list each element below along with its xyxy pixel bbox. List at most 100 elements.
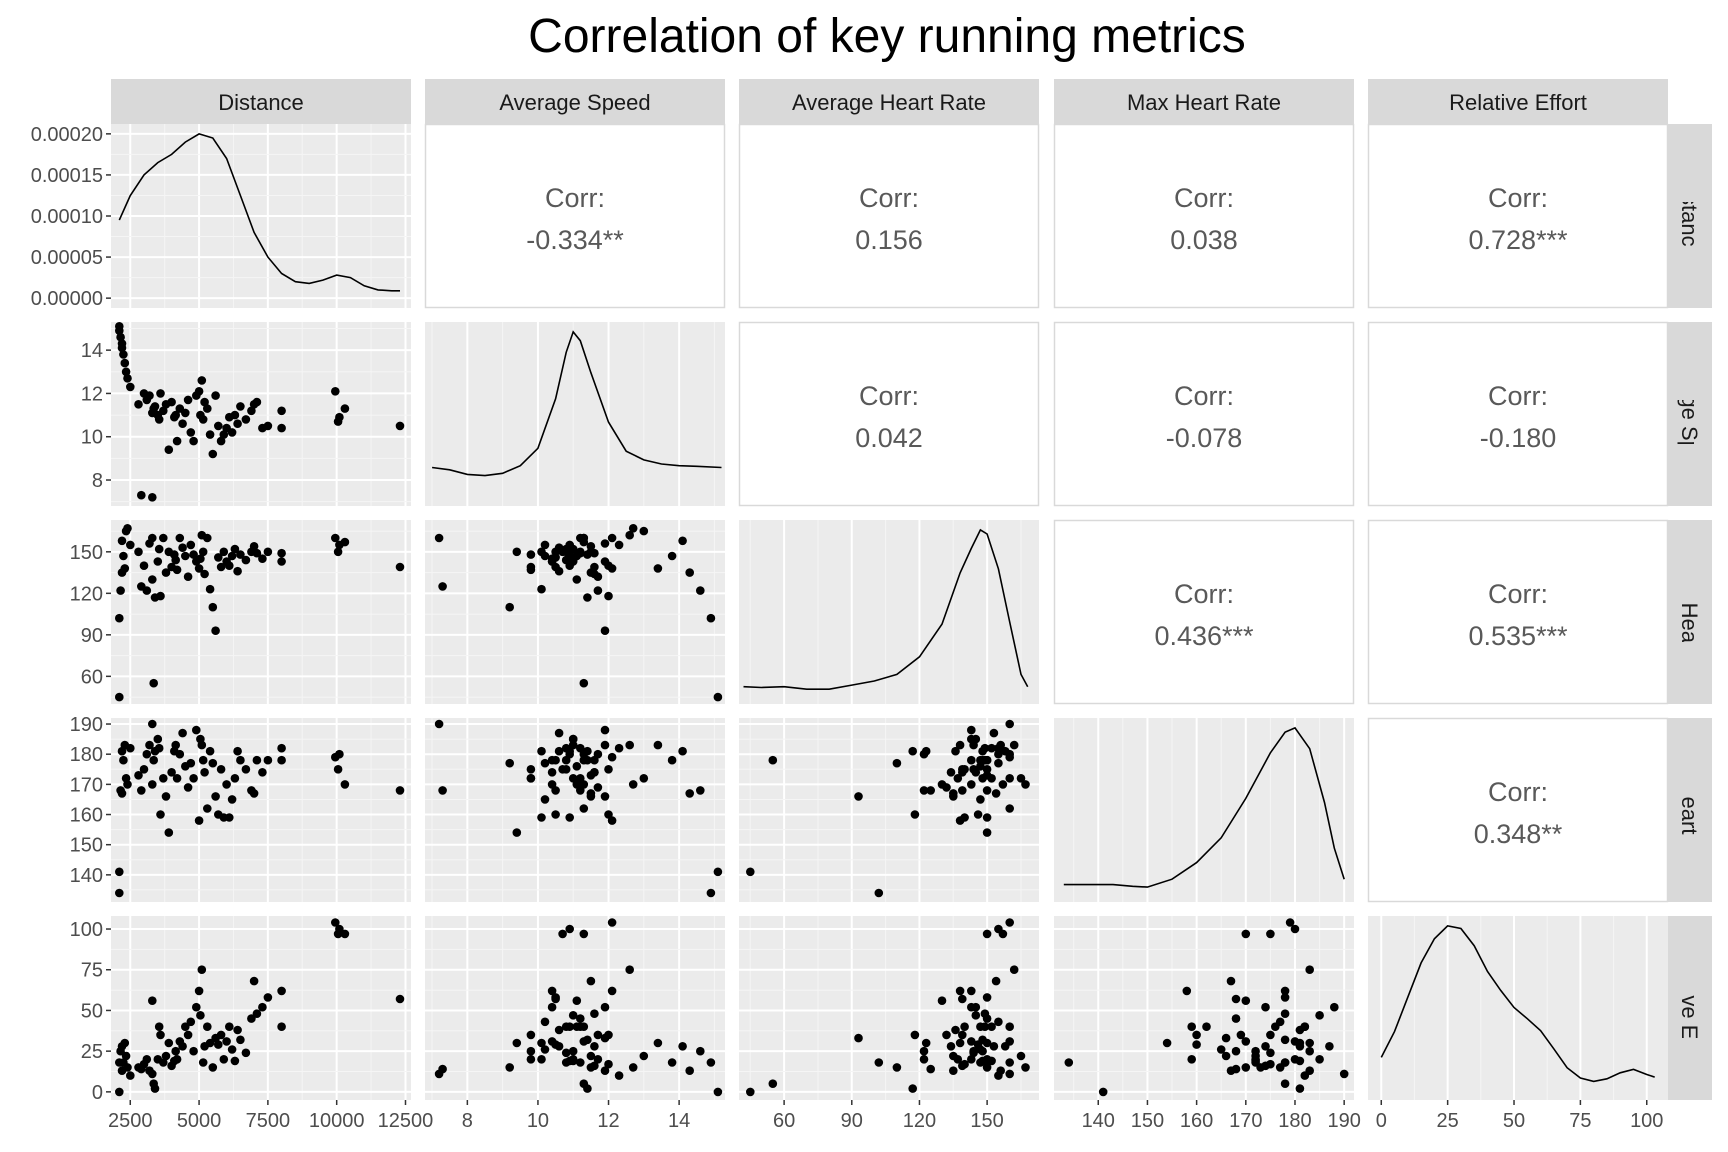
correlation-panel-border	[1367, 123, 1669, 309]
scatter-point	[172, 565, 182, 575]
scatter-point	[134, 547, 143, 557]
scatter-point	[919, 1055, 929, 1064]
scatter-point	[214, 1040, 223, 1049]
scatter-point	[203, 1022, 212, 1031]
scatter-point	[154, 544, 164, 554]
scatter-point	[227, 795, 237, 804]
scatter-point	[579, 929, 589, 939]
panel-max-heart-rate-vs-average-speed	[425, 718, 725, 902]
scatter-point	[547, 1002, 557, 1012]
scatter-point	[561, 555, 571, 565]
scatter-point	[982, 755, 992, 765]
scatter-point	[625, 530, 634, 540]
x-tick-label: 14	[668, 1110, 690, 1132]
correlation-value: 0.042	[855, 423, 923, 453]
scatter-point	[331, 918, 340, 927]
scatter-point	[154, 743, 164, 753]
scatter-point	[607, 752, 617, 762]
scatter-point	[219, 547, 229, 557]
panel-average-speed-vs-max-heart-rate: Corr: -0.078	[1053, 321, 1355, 507]
x-tick-label: 2500	[108, 1110, 153, 1132]
scatter-point	[526, 765, 536, 774]
scatter-point	[955, 1038, 965, 1048]
scatter-point	[980, 1022, 990, 1031]
scatter-point	[126, 743, 135, 753]
scatter-point	[139, 561, 149, 570]
scatter-point	[115, 692, 124, 702]
panel-average-heart-rate-vs-max-heart-rate: Corr: 0.436***	[1053, 519, 1355, 705]
scatter-point	[551, 994, 560, 1004]
scatter-point	[590, 768, 599, 777]
x-tick-label: 90	[841, 1110, 863, 1132]
scatter-point	[593, 586, 603, 595]
x-tick-label: 170	[1229, 1110, 1262, 1132]
scatter-point	[919, 786, 929, 795]
scatter-point	[1339, 1069, 1349, 1079]
x-axis-average-speed: 8 10 12 14	[462, 1100, 690, 1132]
scatter-point	[1290, 924, 1300, 934]
correlation-panel-border	[1053, 123, 1355, 309]
strip-background	[1668, 124, 1712, 308]
y-tick-label: 0.00020	[31, 124, 103, 146]
strip-background	[111, 79, 411, 124]
y-tick-label: 190	[70, 714, 103, 736]
correlation-value: -0.180	[1480, 423, 1557, 453]
scatter-point	[565, 924, 574, 934]
scatter-point	[1266, 929, 1275, 939]
scatter-point	[653, 740, 663, 750]
y-tick-label: 160	[70, 805, 103, 827]
column-strip-label: Distance	[218, 90, 304, 115]
strip-background	[1054, 79, 1354, 124]
scatter-point	[505, 758, 514, 768]
scatter-point	[148, 575, 157, 584]
scatter-point	[211, 391, 220, 400]
scatter-point	[233, 419, 242, 429]
scatter-point	[126, 1071, 135, 1080]
scatter-point	[512, 547, 522, 557]
scatter-point	[142, 749, 152, 759]
scatter-point	[189, 1046, 198, 1056]
scatter-point	[590, 755, 599, 765]
scatter-point	[551, 786, 560, 795]
strip-background	[1368, 79, 1668, 124]
scatter-point	[1009, 740, 1019, 750]
scatter-point	[667, 755, 677, 765]
scatter-point	[249, 976, 259, 986]
scatter-point	[171, 1046, 180, 1056]
scatter-point	[982, 828, 992, 837]
strip-background	[1668, 916, 1712, 1100]
scatter-point	[331, 533, 340, 543]
scatter-point	[505, 1063, 514, 1072]
scatter-point	[607, 564, 617, 573]
scatter-point	[706, 888, 716, 898]
scatter-point	[1202, 1022, 1211, 1031]
scatter-point	[333, 765, 343, 774]
column-strip-label: Relative Effort	[1449, 90, 1587, 115]
scatter-point	[600, 1033, 610, 1043]
scatter-point	[526, 1055, 536, 1064]
scatter-point	[987, 774, 996, 783]
scatter-point	[565, 749, 574, 759]
correlation-value: -0.078	[1166, 423, 1243, 453]
column-strip-distance: Distance	[111, 79, 411, 124]
scatter-point	[967, 755, 976, 765]
panel-distance-vs-average-speed: Corr: -0.334**	[424, 123, 726, 309]
scatter-point	[590, 1042, 599, 1051]
scatter-point	[558, 547, 567, 557]
correlation-label: Corr:	[859, 381, 919, 411]
scatter-point	[625, 740, 634, 750]
panel-average-heart-rate-vs-average-heart-rate	[739, 520, 1039, 704]
x-tick-label: 160	[1180, 1110, 1213, 1132]
scatter-point	[551, 810, 560, 819]
scatter-point	[148, 1069, 157, 1079]
scatter-point	[561, 1058, 571, 1067]
scatter-point	[219, 430, 229, 439]
strip-background	[1668, 322, 1712, 506]
scatter-point	[194, 564, 204, 573]
scatter-point	[1295, 1038, 1305, 1048]
scatter-point	[551, 547, 560, 557]
scatter-point	[583, 1084, 592, 1093]
scatter-point	[331, 387, 340, 396]
scatter-point	[1305, 1038, 1314, 1048]
scatter-point	[565, 813, 574, 822]
